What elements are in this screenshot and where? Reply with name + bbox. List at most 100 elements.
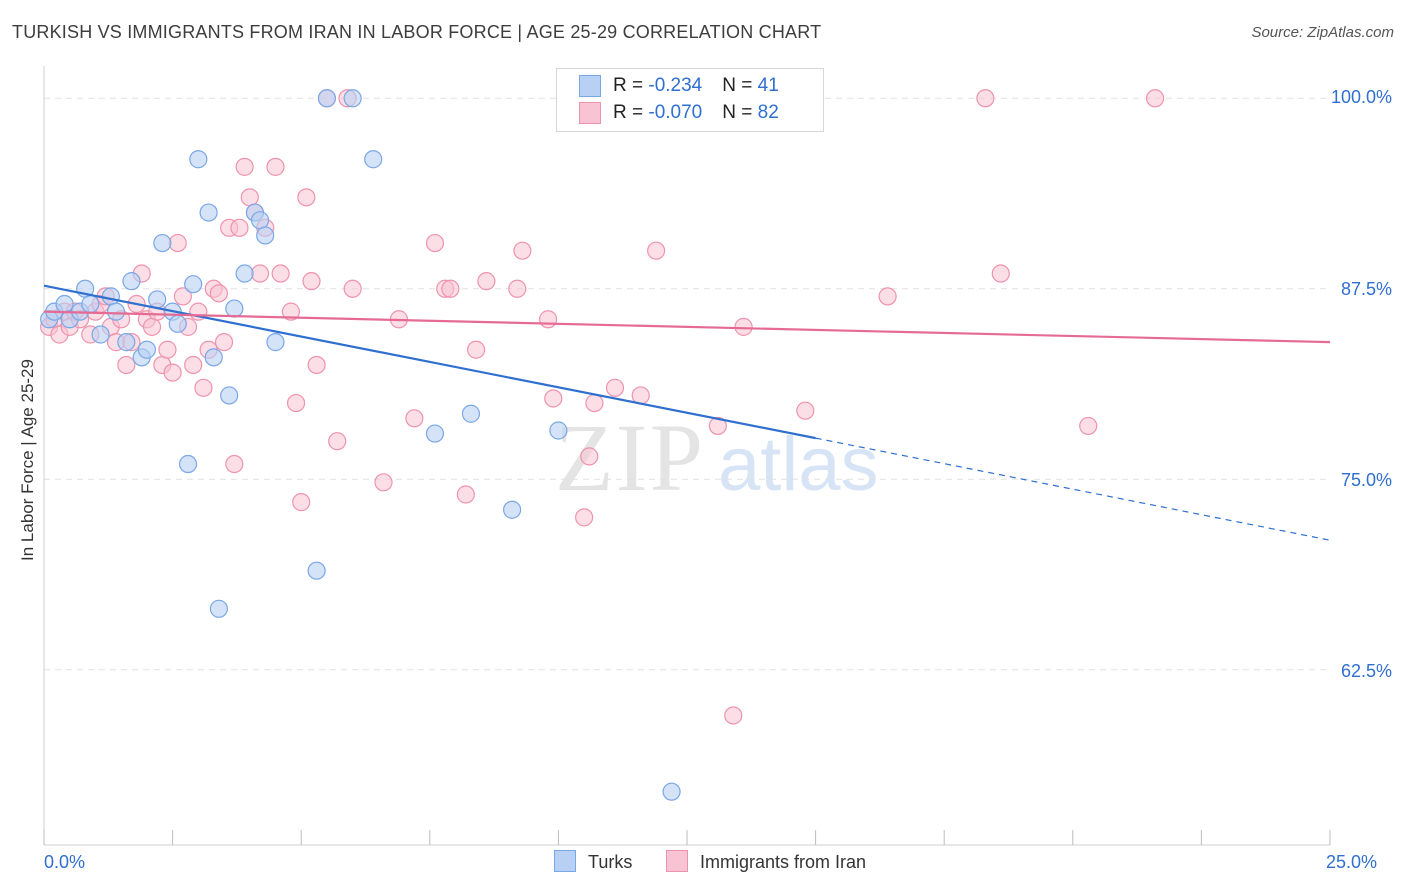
iran-point [405,409,424,428]
iran-point [214,333,234,352]
iran-point [878,287,897,306]
iran-point [302,272,321,291]
iran-point [508,279,527,298]
iran-point [544,389,563,408]
turks-trend-extension [815,437,1331,541]
y-tick-62-5: 62.5% [1340,661,1392,681]
y-tick-87-5: 87.5% [1340,279,1392,299]
iran-point [734,317,753,336]
iran-point [441,279,460,298]
legend-row-iran: R = -0.070 N = 82 [579,102,779,128]
iran-point [297,188,316,207]
iran-point [117,355,136,375]
turks-point [153,233,172,253]
x-tick-max: 25.0% [1326,852,1378,872]
turks-point [106,302,126,321]
turks-point [343,89,362,108]
iran-point [250,264,270,283]
watermark-zip: ZIP [555,404,705,511]
turks-point [549,421,568,440]
turks-trend-line [43,284,816,440]
iran-n-label: N = [722,102,758,124]
iran-point [605,378,625,397]
turks-point [178,454,198,474]
turks-point [168,314,187,333]
bottom-iran-label: Immigrants from Iran [700,852,867,872]
bottom-iran-swatch [666,850,688,873]
iran-point [647,241,666,260]
grid-lines [44,97,1330,671]
iran-r-value: -0.070 [648,102,703,124]
trend-lines [43,284,1331,541]
turks-point [364,150,383,169]
turks-point [461,404,481,423]
turks-point [81,294,100,314]
turks-point [425,424,445,443]
iran-point [240,188,259,207]
iran-point [292,493,311,512]
iran-point [539,310,558,329]
turks-point [662,782,681,801]
turks-point [122,272,141,291]
iran-point [266,157,285,176]
bottom-legend-iran: Immigrants from Iran [666,850,867,874]
iran-point [708,416,727,436]
iran-point [235,157,254,176]
iran-point [456,485,475,504]
axes [43,66,1331,846]
iran-point [209,284,228,303]
iran-r-label: R = [613,102,649,124]
turks-point [266,333,285,352]
turks-point [199,203,218,222]
iran-n-value: 82 [757,102,779,124]
turks-point [189,150,208,169]
iran-point [1079,416,1098,436]
iran-point [374,473,393,492]
iran-point [575,508,594,527]
iran-points [40,89,1165,725]
turks-swatch [579,75,601,97]
x-tick-min: 0.0% [44,852,86,872]
turks-point [117,333,136,352]
iran-point [230,218,249,237]
iran-point [1146,89,1165,108]
bottom-legend-turks: Turks [554,850,632,874]
iran-point [271,264,290,283]
turks-r-label: R = [613,75,649,97]
iran-point [163,363,182,382]
turks-point [184,275,203,294]
iran-swatch [579,102,601,124]
iran-point [976,89,995,108]
iran-point [158,340,177,359]
iran-point [168,233,187,253]
turks-point [250,211,270,230]
turks-point [55,294,74,314]
iran-point [142,317,162,336]
iran-point [328,432,347,451]
turks-point [317,89,337,108]
turks-point [137,340,156,359]
chart-title: TURKISH VS IMMIGRANTS FROM IRAN IN LABOR… [12,22,822,42]
bottom-turks-swatch [554,850,576,873]
turks-point [235,264,254,283]
turks-point [503,500,522,519]
stats-legend: R = -0.234 N = 41 R = -0.070 N = 82 [556,68,824,132]
turks-n-label: N = [722,75,758,97]
iran-point [580,447,599,466]
iran-point [724,706,743,725]
iran-point [281,302,301,321]
iran-trend-line [43,310,1331,344]
iran-point [796,401,815,420]
turks-point [220,386,239,405]
iran-point [343,279,362,298]
iran-point [513,241,532,260]
iran-point [173,287,192,306]
turks-point [101,287,120,306]
watermark-atlas: atlas [718,422,879,507]
y-tick-75: 75.0% [1340,470,1392,490]
iran-point [225,454,244,474]
turks-point [256,226,275,245]
iran-point [194,378,213,397]
y-tick-100: 100.0% [1330,87,1392,107]
